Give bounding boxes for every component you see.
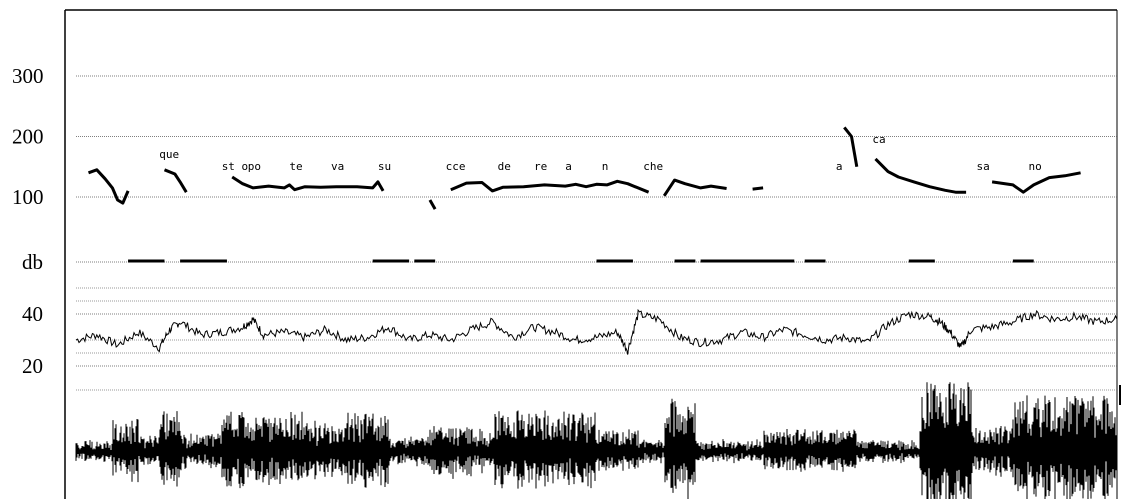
pitch-tick-label: 200: [12, 125, 44, 149]
syllable-label: a: [565, 160, 572, 173]
pitch-segment: [752, 186, 764, 191]
y-tick-labels: 300 200 100 db 40 20: [12, 64, 44, 378]
syllable-label: st o: [222, 160, 249, 173]
syllable-label: te: [289, 160, 302, 173]
pitch-segment: [662, 178, 727, 197]
syllable-label: po: [248, 160, 261, 173]
pitch-segment: [163, 168, 188, 193]
syllable-label: re: [534, 160, 547, 173]
syllable-label: a: [836, 160, 843, 173]
syllable-label: que: [159, 148, 179, 161]
plot-frame: [64, 9, 1121, 499]
pitch-tick-label: 100: [12, 185, 44, 209]
syllable-label: no: [1029, 160, 1042, 173]
syllable-label: che: [643, 160, 663, 173]
syllable-label: va: [331, 160, 344, 173]
waveform: [75, 382, 1118, 499]
pitch-tick-label: 300: [12, 64, 44, 88]
intensity-tick-label: 40: [22, 302, 43, 326]
intensity-curve: [75, 308, 1118, 355]
syllable-label: de: [498, 160, 511, 173]
pitch-segment: [874, 157, 967, 194]
intensity-tick-label: db: [22, 250, 43, 274]
intensity-line: [75, 308, 1118, 355]
pitch-contour: [87, 126, 1081, 210]
syllable-labels: que st o po te va su cce de re a n che a ca sa no: [159, 133, 1041, 173]
pitch-segment: [87, 168, 130, 205]
syllable-label: sa: [977, 160, 990, 173]
pitch-segment: [450, 179, 650, 194]
pitch-segment: [428, 199, 437, 210]
syllable-label: n: [602, 160, 609, 173]
pitch-segment: [991, 171, 1081, 194]
pitch-segment: [843, 126, 859, 168]
intensity-tick-label: 20: [22, 354, 43, 378]
syllable-label: cce: [446, 160, 466, 173]
syllable-label: ca: [872, 133, 885, 146]
waveform-trace: [75, 382, 1118, 499]
syllable-label: su: [378, 160, 391, 173]
pitch-segment: [231, 175, 385, 192]
